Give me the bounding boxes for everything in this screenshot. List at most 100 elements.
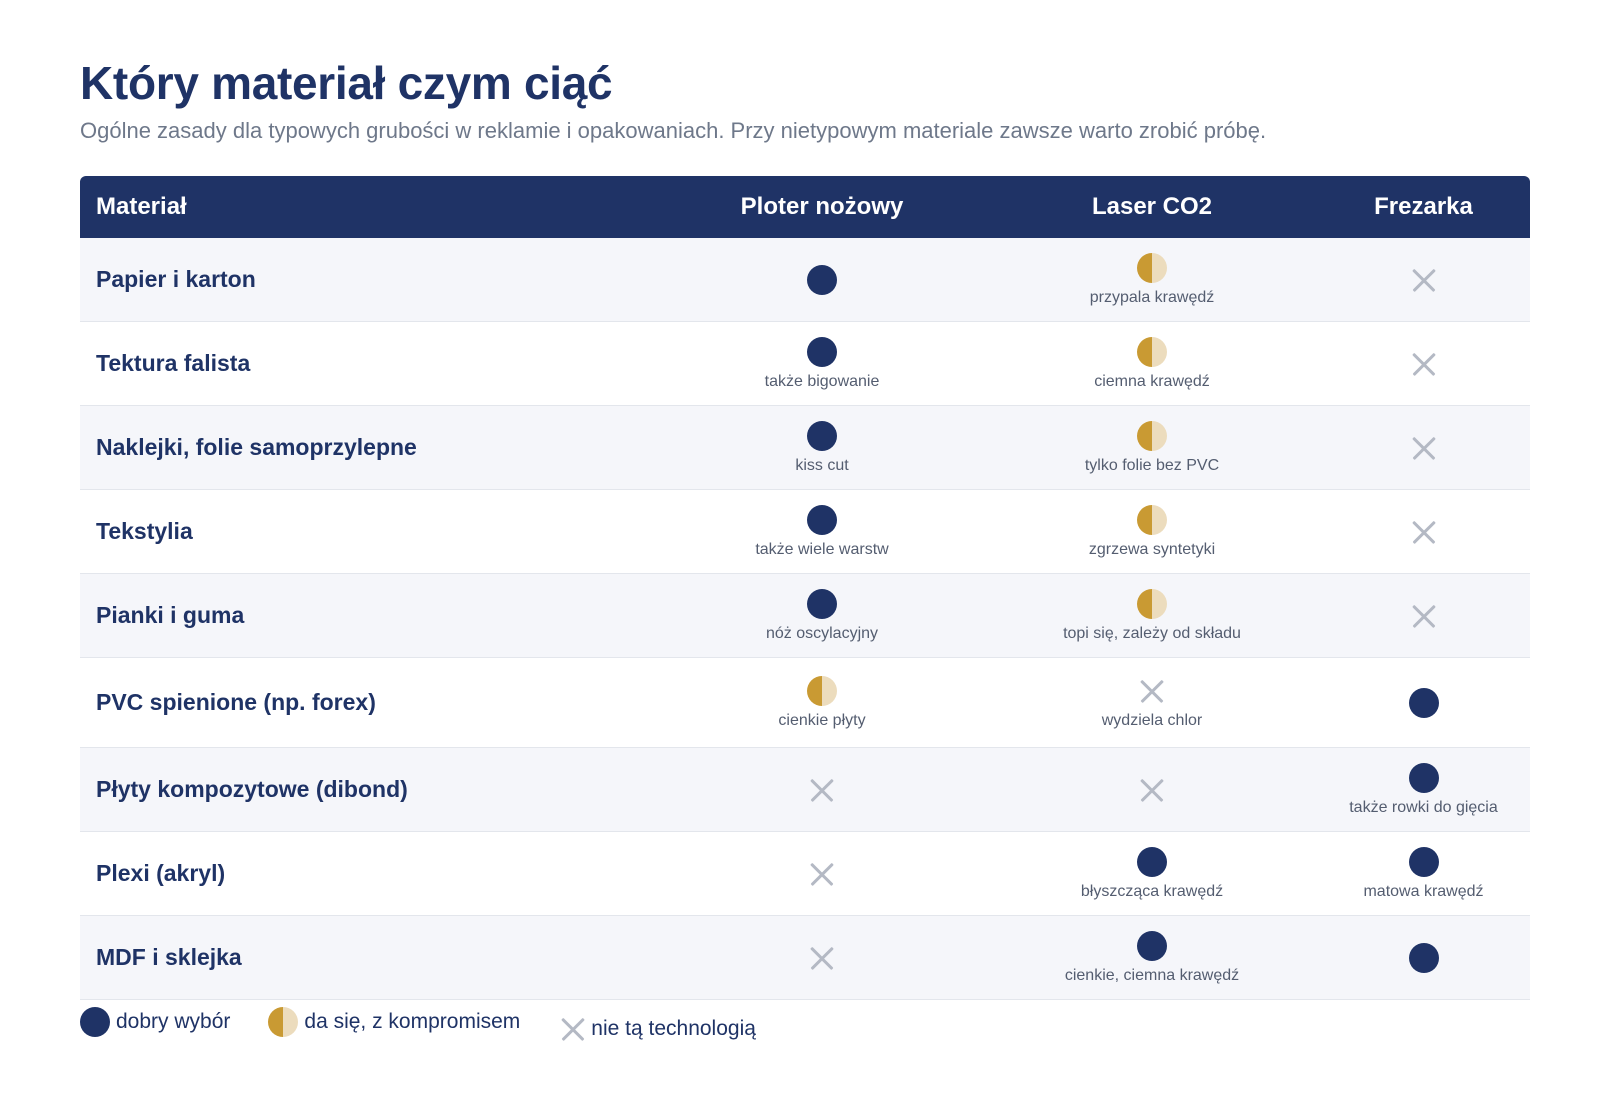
cross-icon xyxy=(810,946,834,970)
table-row: Płyty kompozytowe (dibond) także rowki do… xyxy=(80,748,1530,832)
good-dot-icon xyxy=(1137,846,1167,877)
page-subtitle: Ogólne zasady dla typowych grubości w re… xyxy=(80,118,1267,143)
cross-icon xyxy=(810,778,834,802)
comparison-table: Materiał Ploter nożowy Laser CO2 Frezark… xyxy=(80,176,1530,1000)
cell-cnc-router: także rowki do gięcia xyxy=(1317,748,1530,831)
cell-knife-plotter xyxy=(657,916,987,999)
row-material-label: PVC spienione (np. forex) xyxy=(96,689,376,715)
row-material-label: Pianki i guma xyxy=(96,602,245,628)
legend-no: nie tą technologią xyxy=(558,1014,756,1044)
good-dot-icon xyxy=(807,336,837,367)
cell-note: zgrzewa syntetyki xyxy=(1088,540,1216,558)
cell-note: kiss cut xyxy=(795,456,849,474)
cell-co2-laser: przypala krawędź xyxy=(987,238,1317,321)
cell-note: nóż oscylacyjny xyxy=(765,624,879,642)
cell-knife-plotter: nóż oscylacyjny xyxy=(657,574,987,657)
good-dot-icon xyxy=(807,264,837,295)
cell-co2-laser: topi się, zależy od składu xyxy=(987,574,1317,657)
table-row: Papier i karton przypala krawędź xyxy=(80,238,1530,322)
table-header: Materiał Ploter nożowy Laser CO2 Frezark… xyxy=(80,176,1530,238)
cell-note: także wiele warstw xyxy=(755,540,889,558)
good-dot-icon xyxy=(1408,762,1439,793)
cell-note: cienkie płyty xyxy=(778,711,866,729)
row-material-label: Tektura falista xyxy=(96,350,251,376)
legend-no-label: nie tą technologią xyxy=(591,1017,756,1040)
cell-cnc-router xyxy=(1317,490,1530,573)
cell-note: tylko folie bez PVC xyxy=(1084,456,1220,474)
row-material-label: Tekstylia xyxy=(96,518,193,544)
cross-icon xyxy=(1412,352,1436,376)
cell-note: błyszcząca krawędź xyxy=(1080,882,1224,900)
half-dot-icon xyxy=(1137,420,1167,451)
half-dot-icon xyxy=(1137,252,1167,283)
header-co2-laser: Laser CO2 xyxy=(1091,193,1213,220)
legend-good-label: dobry wybór xyxy=(116,1010,231,1033)
table-row: MDF i sklejka cienkie, ciemna krawędź xyxy=(80,916,1530,1000)
page-title: Który materiał czym ciąć xyxy=(80,57,613,109)
cross-icon xyxy=(1140,679,1164,703)
cross-icon xyxy=(1412,604,1436,628)
good-dot-icon xyxy=(1408,687,1439,718)
good-dot-icon xyxy=(807,588,837,619)
row-material-label: Plexi (akryl) xyxy=(96,860,226,886)
cell-note: wydziela chlor xyxy=(1101,711,1203,729)
cell-co2-laser xyxy=(987,748,1317,831)
legend-good: dobry wybór xyxy=(80,1007,230,1037)
cell-knife-plotter xyxy=(657,748,987,831)
half-dot-icon xyxy=(807,675,837,706)
legend-half: da się, z kompromisem xyxy=(268,1007,520,1037)
header-knife-plotter: Ploter nożowy xyxy=(740,193,904,220)
header-material: Materiał xyxy=(96,193,187,220)
cell-cnc-router xyxy=(1317,238,1530,321)
row-material-label: Naklejki, folie samoprzylepne xyxy=(96,434,417,460)
row-material-label: Płyty kompozytowe (dibond) xyxy=(96,776,408,802)
cell-knife-plotter xyxy=(657,238,987,321)
good-dot-icon xyxy=(1408,846,1439,877)
cell-note: przypala krawędź xyxy=(1089,288,1215,306)
half-dot-icon xyxy=(268,1007,299,1037)
cross-icon xyxy=(1412,520,1436,544)
cross-icon xyxy=(1412,268,1436,292)
cell-knife-plotter: kiss cut xyxy=(657,406,987,489)
cross-icon xyxy=(561,1017,585,1041)
cell-note: topi się, zależy od składu xyxy=(1063,624,1241,642)
cell-note: matowa krawędź xyxy=(1363,882,1484,900)
cell-co2-laser: cienkie, ciemna krawędź xyxy=(987,916,1317,999)
cell-co2-laser: błyszcząca krawędź xyxy=(987,832,1317,915)
good-dot-icon xyxy=(807,420,837,451)
cell-cnc-router xyxy=(1317,406,1530,489)
row-material-label: Papier i karton xyxy=(96,266,256,292)
cell-cnc-router xyxy=(1317,916,1530,999)
cell-note: także rowki do gięcia xyxy=(1349,798,1498,816)
table-row: Tekstylia także wiele warstw zgrzewa synte… xyxy=(80,490,1530,574)
cell-co2-laser: ciemna krawędź xyxy=(987,322,1317,405)
good-dot-icon xyxy=(1408,942,1439,973)
good-dot-icon xyxy=(807,504,837,535)
cross-icon xyxy=(810,862,834,886)
legend: dobry wybór da się, z kompromisem nie tą… xyxy=(80,1002,794,1042)
half-dot-icon xyxy=(1137,336,1167,367)
cross-icon xyxy=(1412,436,1436,460)
cell-co2-laser: zgrzewa syntetyki xyxy=(987,490,1317,573)
cell-note: także bigowanie xyxy=(764,372,880,390)
cell-knife-plotter: także bigowanie xyxy=(657,322,987,405)
cell-knife-plotter: także wiele warstw xyxy=(657,490,987,573)
cell-cnc-router xyxy=(1317,658,1530,747)
cell-knife-plotter: cienkie płyty xyxy=(657,658,987,747)
cell-cnc-router xyxy=(1317,322,1530,405)
table-row: Naklejki, folie samoprzylepne kiss cut tyl… xyxy=(80,406,1530,490)
row-material-label: MDF i sklejka xyxy=(96,944,242,970)
good-dot-icon xyxy=(1137,930,1167,961)
cross-icon xyxy=(1140,778,1164,802)
table-row: PVC spienione (np. forex) cienkie płyty wy… xyxy=(80,658,1530,748)
cell-note: cienkie, ciemna krawędź xyxy=(1064,966,1240,984)
good-dot-icon xyxy=(80,1007,110,1037)
table-row: Pianki i guma nóż oscylacyjny topi się, za… xyxy=(80,574,1530,658)
cell-note: ciemna krawędź xyxy=(1094,372,1210,390)
header-cnc-router: Frezarka xyxy=(1374,193,1473,220)
half-dot-icon xyxy=(1137,588,1167,619)
table-body: Papier i karton przypala krawędź Tektura f… xyxy=(80,238,1530,1000)
table-row: Tektura falista także bigowanie ciemna kra… xyxy=(80,322,1530,406)
cell-knife-plotter xyxy=(657,832,987,915)
cell-co2-laser: wydziela chlor xyxy=(987,658,1317,747)
